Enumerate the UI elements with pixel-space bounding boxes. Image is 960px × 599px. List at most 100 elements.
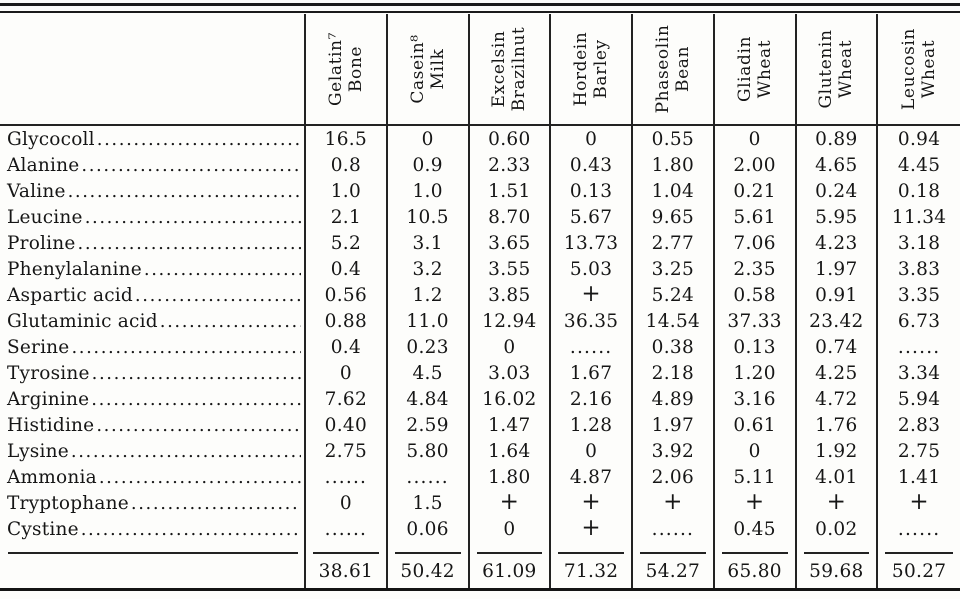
value-cell: 1.0	[388, 178, 470, 204]
row-label-text: Serine	[7, 336, 70, 358]
value-cell: 4.23	[797, 230, 879, 256]
row-label: Arginine	[0, 386, 306, 412]
value-cell: 0	[715, 438, 797, 464]
value-cell: 11.34	[891, 206, 947, 228]
column-protein-source: Brazilnut	[509, 26, 530, 112]
row-label: Aspartic acid	[0, 282, 306, 308]
value-cell: 0.38	[633, 334, 715, 360]
dot-leader	[135, 285, 301, 306]
value-cell: 36.35	[551, 308, 633, 334]
column-header-rotated-text: Excelsin Brazilnut	[489, 27, 529, 112]
value-cell: 2.00	[715, 152, 797, 178]
row-label: Proline	[0, 230, 306, 256]
row-label: Serine	[0, 334, 306, 360]
total-cell: 61.09	[470, 542, 552, 588]
value-cell: 5.2	[306, 230, 388, 256]
value-cell: 0.55	[633, 126, 715, 152]
column-protein-name: Gelatin⁷	[325, 31, 346, 107]
column-protein-source: Bean	[672, 45, 693, 93]
row-label: Histidine	[0, 412, 306, 438]
value-cell: 3.35	[897, 284, 941, 306]
value-cell: 3.2	[388, 256, 470, 282]
value-cell: 2.83	[897, 414, 941, 436]
value-cell: ......	[551, 334, 633, 360]
value-cell: 5.80	[388, 438, 470, 464]
value-cell: +	[715, 489, 797, 516]
dot-leader	[68, 181, 301, 202]
total-value: 50.27	[891, 560, 947, 582]
total-value: 38.61	[318, 560, 374, 582]
value-cell: +	[551, 281, 633, 308]
row-label-text: Proline	[7, 232, 76, 254]
row-label-text: Glycocoll	[7, 128, 95, 150]
value-cell: 16.5	[306, 126, 388, 152]
value-cell: 2.1	[306, 204, 388, 230]
value-cell: ......	[306, 516, 388, 542]
column-header-1: Casein⁸ Milk	[387, 14, 470, 126]
value-cell: 37.33	[715, 308, 797, 334]
value-cell: 0.74	[797, 334, 879, 360]
value-cell: 5.03	[551, 256, 633, 282]
total-cell: 38.61	[306, 542, 388, 588]
column-protein-source: Wheat	[919, 39, 940, 99]
value-cell: 1.2	[388, 282, 470, 308]
value-cell: 2.18	[633, 360, 715, 386]
value-cell: 0	[470, 516, 552, 542]
value-cell: +	[551, 489, 633, 516]
row-label-text: Arginine	[7, 388, 90, 410]
value-cell: +	[551, 515, 633, 542]
column-header-3: Hordein Barley	[551, 14, 633, 126]
column-header-rotated-text: Hordein Barley	[571, 32, 611, 107]
row-label: Glycocoll	[0, 126, 306, 152]
row-label: Tryptophane	[0, 490, 306, 516]
value-cell: 0	[551, 126, 633, 152]
column-header-5: Gliadin Wheat	[714, 14, 797, 126]
value-cell: 1.0	[306, 178, 388, 204]
column-protein-source: Wheat	[754, 39, 775, 99]
value-cell: 4.45	[897, 154, 941, 176]
total-cell: 71.32	[551, 542, 633, 588]
dot-leader	[144, 259, 301, 280]
value-cell: 1.97	[797, 256, 879, 282]
value-cell: 0.45	[715, 516, 797, 542]
value-cell: 0.60	[470, 126, 552, 152]
value-cell: ......	[388, 464, 470, 490]
row-label-text: Cystine	[7, 518, 79, 540]
value-cell: 5.61	[715, 204, 797, 230]
dot-leader	[160, 311, 301, 332]
header-empty-cell	[0, 14, 306, 126]
totals-separator	[803, 552, 870, 554]
value-cell: ......	[897, 336, 941, 358]
column-protein-name: Hordein	[571, 31, 592, 107]
row-label: Cystine	[0, 516, 306, 542]
value-cell: 0.24	[797, 178, 879, 204]
column-header-6: Glutenin Wheat	[796, 14, 879, 126]
value-cell: 1.92	[797, 438, 879, 464]
value-cell: +	[797, 489, 879, 516]
total-cell: 59.68	[797, 542, 879, 588]
row-label: Valine	[0, 178, 306, 204]
value-cell: 0	[306, 360, 388, 386]
value-cell: 2.33	[470, 152, 552, 178]
value-cell: 0.40	[306, 412, 388, 438]
column-protein-name: Leucosin	[899, 28, 920, 110]
column-header-rotated-text: Gliadin Wheat	[735, 36, 775, 102]
value-cell: 4.65	[797, 152, 879, 178]
value-cell: 1.41	[897, 466, 941, 488]
value-cell: 11.0	[388, 308, 470, 334]
value-cell: +	[909, 489, 929, 515]
dot-leader	[78, 233, 301, 254]
value-cell: 0	[551, 438, 633, 464]
row-label-text: Phenylalanine	[7, 258, 142, 280]
value-cell: 4.87	[551, 464, 633, 490]
value-cell: 4.5	[388, 360, 470, 386]
column-protein-name: Glutenin	[816, 29, 837, 109]
column-protein-name: Excelsin	[489, 30, 510, 108]
totals-separator	[313, 552, 379, 554]
column-protein-source: Wheat	[836, 39, 857, 99]
value-cell: 3.25	[633, 256, 715, 282]
dot-leader	[92, 363, 301, 384]
column-protein-name: Gliadin	[734, 35, 755, 103]
value-cell: 9.65	[633, 204, 715, 230]
